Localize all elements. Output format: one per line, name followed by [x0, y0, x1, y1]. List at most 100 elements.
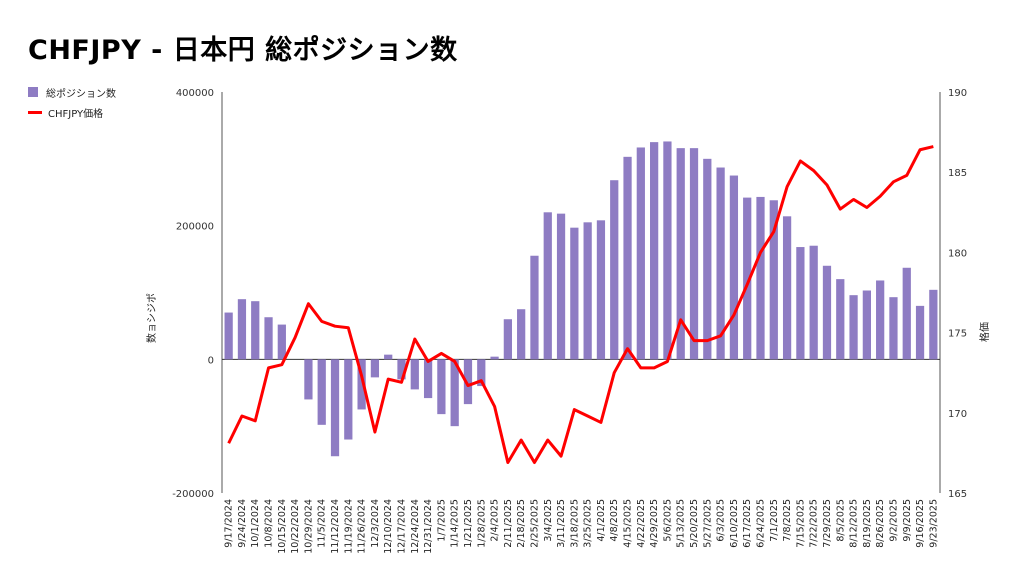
bar-51	[902, 267, 911, 360]
bar-43	[796, 247, 805, 360]
chart-title: CHFJPY - 日本円 総ポジション数	[28, 35, 458, 66]
bar-25	[556, 213, 566, 360]
x-tick-label-22: 2/18/2025	[516, 499, 527, 548]
x-tick-label-24: 3/4/2025	[543, 499, 554, 542]
bar-10	[357, 359, 366, 410]
x-tick-label-49: 8/26/2025	[875, 499, 886, 548]
x-tick-label-47: 8/12/2025	[849, 499, 860, 548]
bar-53	[929, 289, 938, 360]
right-tick-label-1: 185	[948, 168, 967, 179]
bar-17	[450, 359, 459, 427]
x-tick-label-7: 11/5/2024	[317, 499, 328, 548]
bar-44	[809, 245, 818, 360]
legend-swatch-bar	[28, 87, 38, 97]
x-tick-label-19: 1/28/2025	[476, 499, 487, 548]
price-line	[227, 145, 934, 465]
bar-series	[224, 141, 938, 457]
x-tick-label-5: 10/22/2024	[290, 499, 301, 554]
bar-1	[237, 299, 247, 360]
bar-47	[849, 295, 858, 360]
x-tick-label-33: 5/6/2025	[662, 499, 673, 542]
left-tick-label-2: 0	[208, 355, 214, 366]
bar-37	[716, 167, 725, 360]
x-tick-label-21: 2/11/2025	[503, 499, 514, 548]
right-tick-label-3: 175	[948, 329, 967, 340]
bar-14	[410, 359, 419, 390]
bar-4	[277, 324, 286, 360]
x-tick-label-12: 12/10/2024	[383, 499, 394, 554]
bar-46	[836, 279, 845, 360]
x-tick-label-52: 9/16/2025	[915, 499, 926, 548]
bar-8	[330, 359, 340, 457]
x-tick-label-18: 1/21/2025	[463, 499, 474, 548]
bar-21	[503, 319, 512, 360]
x-tick-label-6: 10/29/2024	[303, 499, 314, 554]
bar-18	[463, 359, 473, 405]
bar-41	[769, 200, 778, 360]
x-tick-label-36: 5/27/2025	[702, 499, 713, 548]
x-tick-label-27: 3/25/2025	[583, 499, 594, 548]
legend-label-positions: 総ポジション数	[46, 88, 116, 100]
left-tick-label-0: 400000	[176, 88, 214, 99]
x-tick-label-13: 12/17/2024	[397, 499, 408, 554]
right-axis-title: 格価	[978, 322, 991, 342]
legend-item-positions: 総ポジション数	[28, 82, 116, 102]
x-tick-label-11: 12/3/2024	[370, 499, 381, 548]
bar-50	[889, 297, 898, 360]
x-tick-label-1: 9/24/2024	[237, 499, 248, 548]
bar-9	[344, 359, 353, 440]
left-tick-label-1: 200000	[176, 222, 214, 233]
bar-48	[862, 290, 871, 360]
left-axis-title: 数ョシジポ	[145, 293, 158, 343]
x-tick-label-51: 9/9/2025	[902, 499, 913, 542]
bar-11	[370, 359, 380, 378]
legend-label-price: CHFJPY価格	[48, 108, 104, 120]
bar-12	[384, 354, 393, 360]
bar-6	[304, 359, 313, 400]
x-tick-label-46: 8/5/2025	[835, 499, 846, 542]
bar-7	[317, 359, 326, 425]
bar-26	[570, 227, 579, 360]
x-tick-label-40: 6/24/2025	[756, 499, 767, 548]
bar-45	[822, 265, 832, 360]
bar-3	[264, 317, 273, 360]
x-tick-label-9: 11/19/2024	[343, 499, 354, 554]
x-tick-label-32: 4/29/2025	[649, 499, 660, 548]
x-tick-label-10: 11/26/2024	[357, 499, 368, 554]
bar-24	[543, 212, 552, 360]
left-tick-label-3: -200000	[172, 489, 214, 500]
x-axis-ticks: 9/17/2024 9/24/2024 10/1/2024 10/8/2024 10/1…	[224, 499, 940, 554]
x-tick-label-28: 4/1/2025	[596, 499, 607, 542]
right-tick-label-4: 170	[948, 409, 967, 420]
bar-13	[397, 359, 406, 380]
bar-39	[743, 197, 752, 360]
x-tick-label-17: 1/14/2025	[450, 499, 461, 548]
bar-36	[703, 158, 712, 360]
x-tick-label-29: 4/8/2025	[609, 499, 620, 542]
bar-49	[876, 280, 885, 360]
x-tick-label-45: 7/29/2025	[822, 499, 833, 548]
x-tick-label-43: 7/15/2025	[795, 499, 806, 548]
x-tick-label-16: 1/7/2025	[436, 499, 447, 542]
bar-35	[689, 148, 699, 360]
bar-15	[423, 359, 433, 399]
bar-29	[610, 180, 619, 360]
left-axis-ticks: 400000 200000 0 -200000	[172, 88, 214, 500]
x-tick-label-44: 7/22/2025	[809, 499, 820, 548]
right-tick-label-2: 180	[948, 248, 967, 259]
x-tick-label-4: 10/15/2024	[277, 499, 288, 554]
x-tick-label-38: 6/10/2025	[729, 499, 740, 548]
x-tick-label-26: 3/18/2025	[569, 499, 580, 548]
x-tick-label-25: 3/11/2025	[556, 499, 567, 548]
right-tick-label-0: 190	[948, 88, 967, 99]
right-axis-ticks: 190 185 180 175 170 165	[948, 88, 967, 500]
bar-27	[583, 222, 592, 360]
bar-52	[915, 305, 925, 360]
x-tick-label-39: 6/17/2025	[742, 499, 753, 548]
bar-20	[490, 356, 499, 360]
bar-34	[676, 148, 685, 360]
bar-16	[437, 359, 446, 415]
bar-40	[756, 196, 765, 360]
bar-23	[530, 255, 539, 360]
